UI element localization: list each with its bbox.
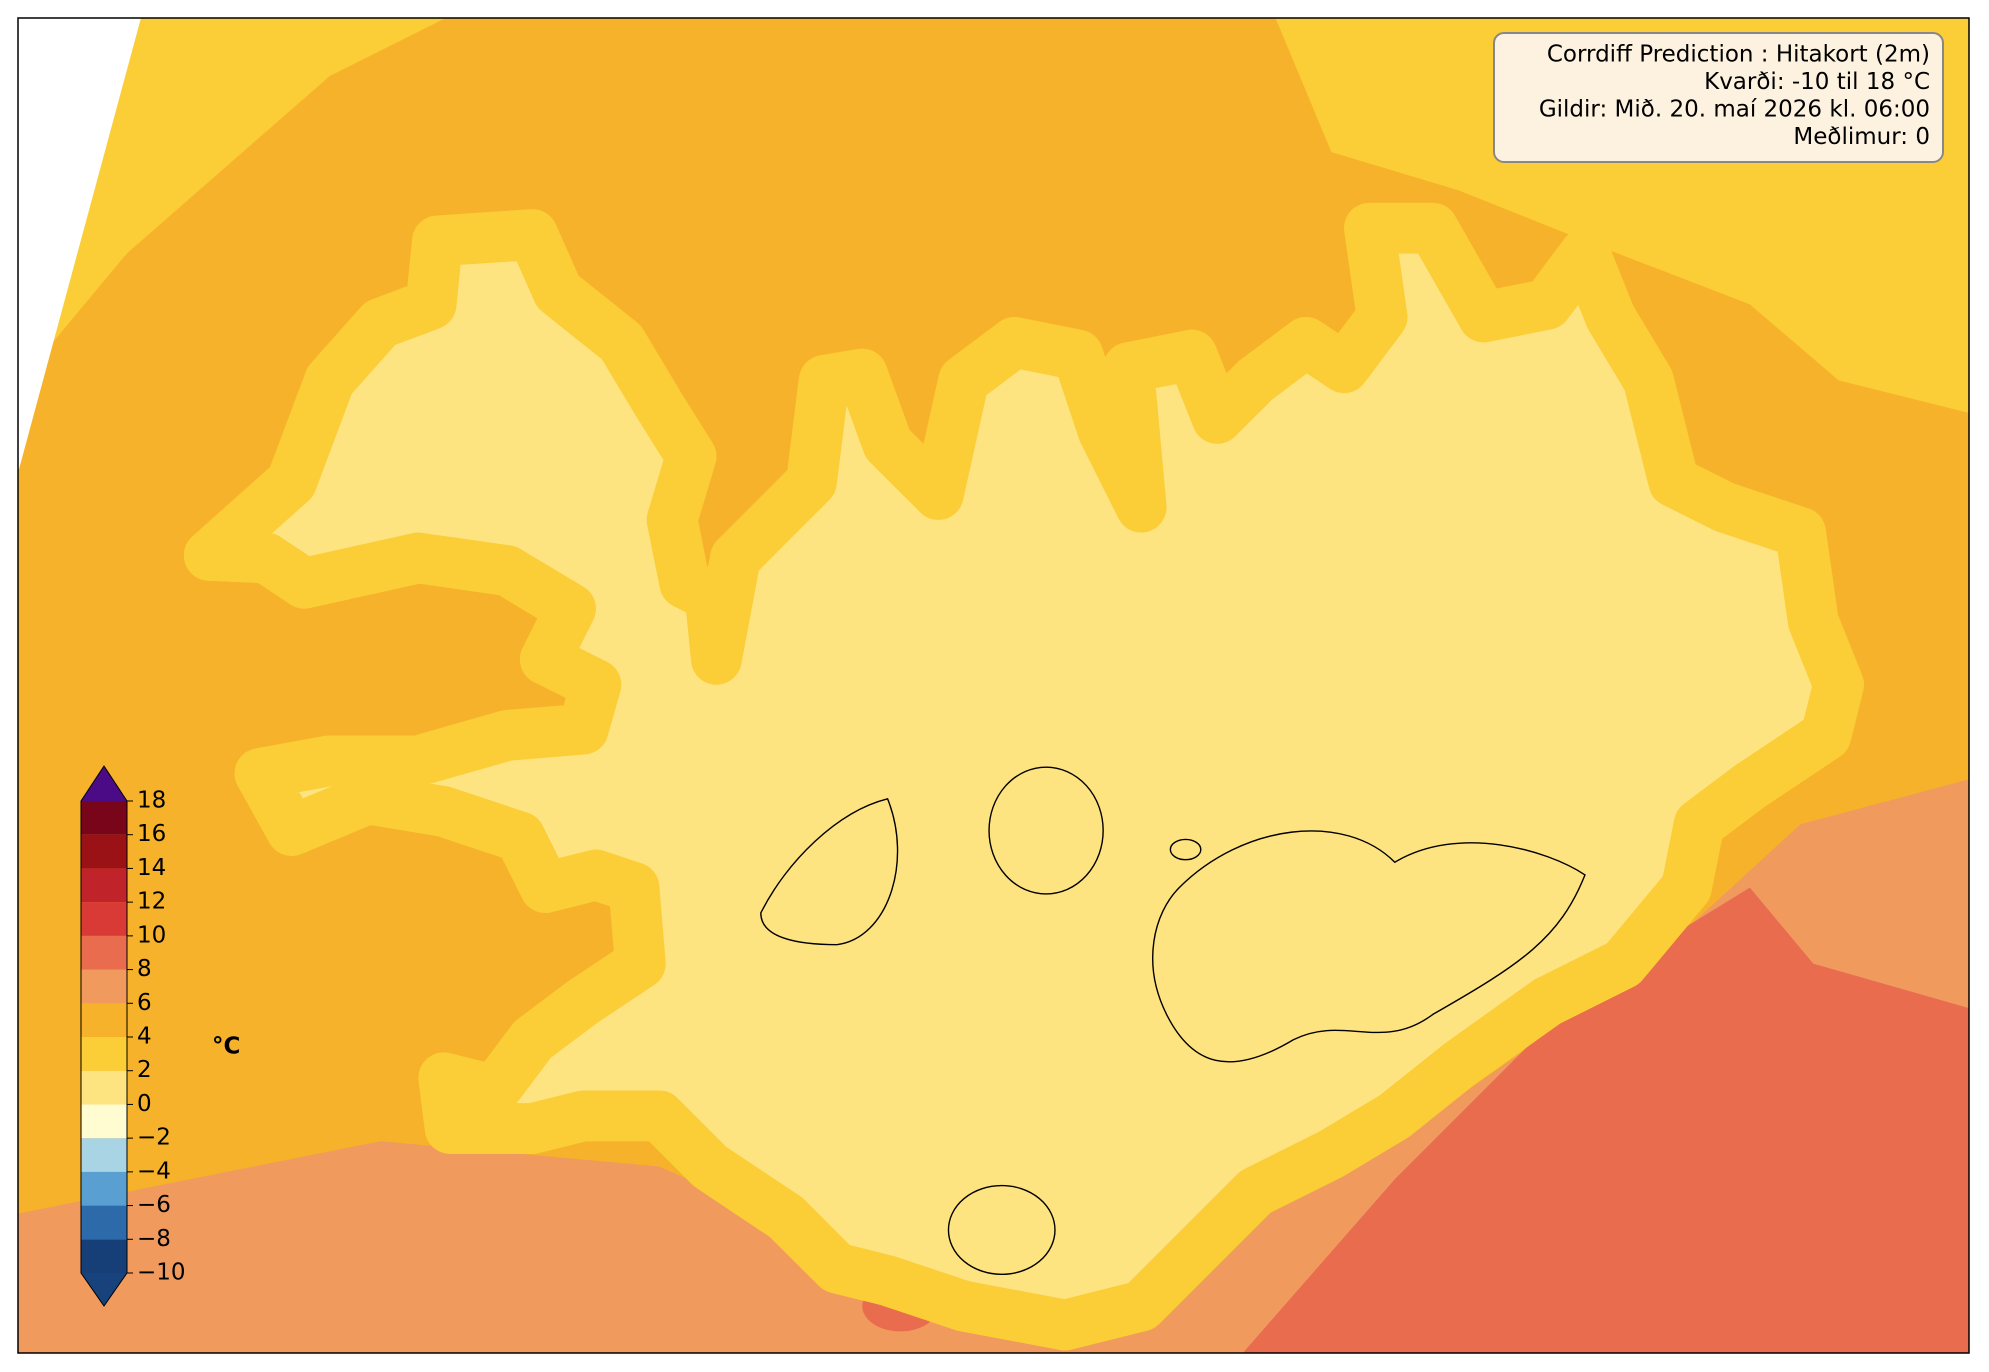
colorbar-band — [81, 969, 127, 1004]
colorbar-tick-label: 2 — [137, 1057, 152, 1083]
sea-cooler — [18, 18, 446, 385]
info-box — [1493, 32, 1944, 163]
colorbar-tick-label: −4 — [137, 1158, 171, 1184]
colorbar-band — [81, 1205, 127, 1240]
info-line: Kvarði: -10 til 18 °C — [1704, 69, 1930, 95]
colorbar-band — [81, 935, 127, 970]
glacier-outlines — [760, 766, 1586, 1276]
colorbar-band — [81, 1171, 127, 1206]
colorbar-band — [81, 1239, 127, 1273]
sea-warmest — [1674, 1071, 1969, 1353]
info-line: Corrdiff Prediction : Hitakort (2m) — [1547, 42, 1930, 68]
colorbar-band — [81, 834, 127, 869]
colorbar-under — [81, 1273, 127, 1306]
colorbar-band — [81, 1037, 127, 1071]
info-line: Meðlimur: 0 — [1793, 124, 1930, 150]
colorbar-tick-label: 0 — [137, 1091, 152, 1117]
colorbar-tick-label: 6 — [137, 990, 152, 1016]
colorbar-band — [81, 801, 127, 835]
colorbar-tick-label: −10 — [137, 1260, 186, 1286]
info-lines: Corrdiff Prediction : Hitakort (2m)Kvarð… — [1539, 42, 1930, 151]
colorbar-tick-label: 16 — [137, 821, 166, 847]
colorbar-tick-label: −8 — [137, 1226, 171, 1252]
colorbar-tick-label: 18 — [137, 788, 166, 814]
colorbar-band — [81, 1070, 127, 1105]
colorbar-band — [81, 1003, 127, 1037]
colorbar-unit: °C — [212, 1034, 240, 1060]
info-line: Gildir: Mið. 20. maí 2026 kl. 06:00 — [1539, 97, 1930, 123]
colorbar-over — [81, 766, 127, 801]
colorbar-band — [81, 1104, 127, 1139]
colorbar-tick-label: −2 — [137, 1125, 171, 1151]
colorbar-tick-label: 12 — [137, 889, 166, 915]
colorbar-tick-label: 8 — [137, 956, 152, 982]
colorbar-band — [81, 868, 127, 903]
map-frame — [17, 17, 1970, 1354]
no-data — [18, 18, 141, 470]
colorbar-tick-label: 4 — [137, 1024, 152, 1050]
colorbar-band — [81, 902, 127, 936]
colorbar: −10 −8 −6 −4 −2 0 2 4 6 8 10 12 14 16 18 °C — [80, 765, 240, 1307]
colorbar-tick-label: 14 — [137, 855, 166, 881]
colorbar-tick-label: −6 — [137, 1192, 171, 1218]
colorbar-tick-label: 10 — [137, 922, 166, 948]
colorbar-band — [81, 1138, 127, 1172]
